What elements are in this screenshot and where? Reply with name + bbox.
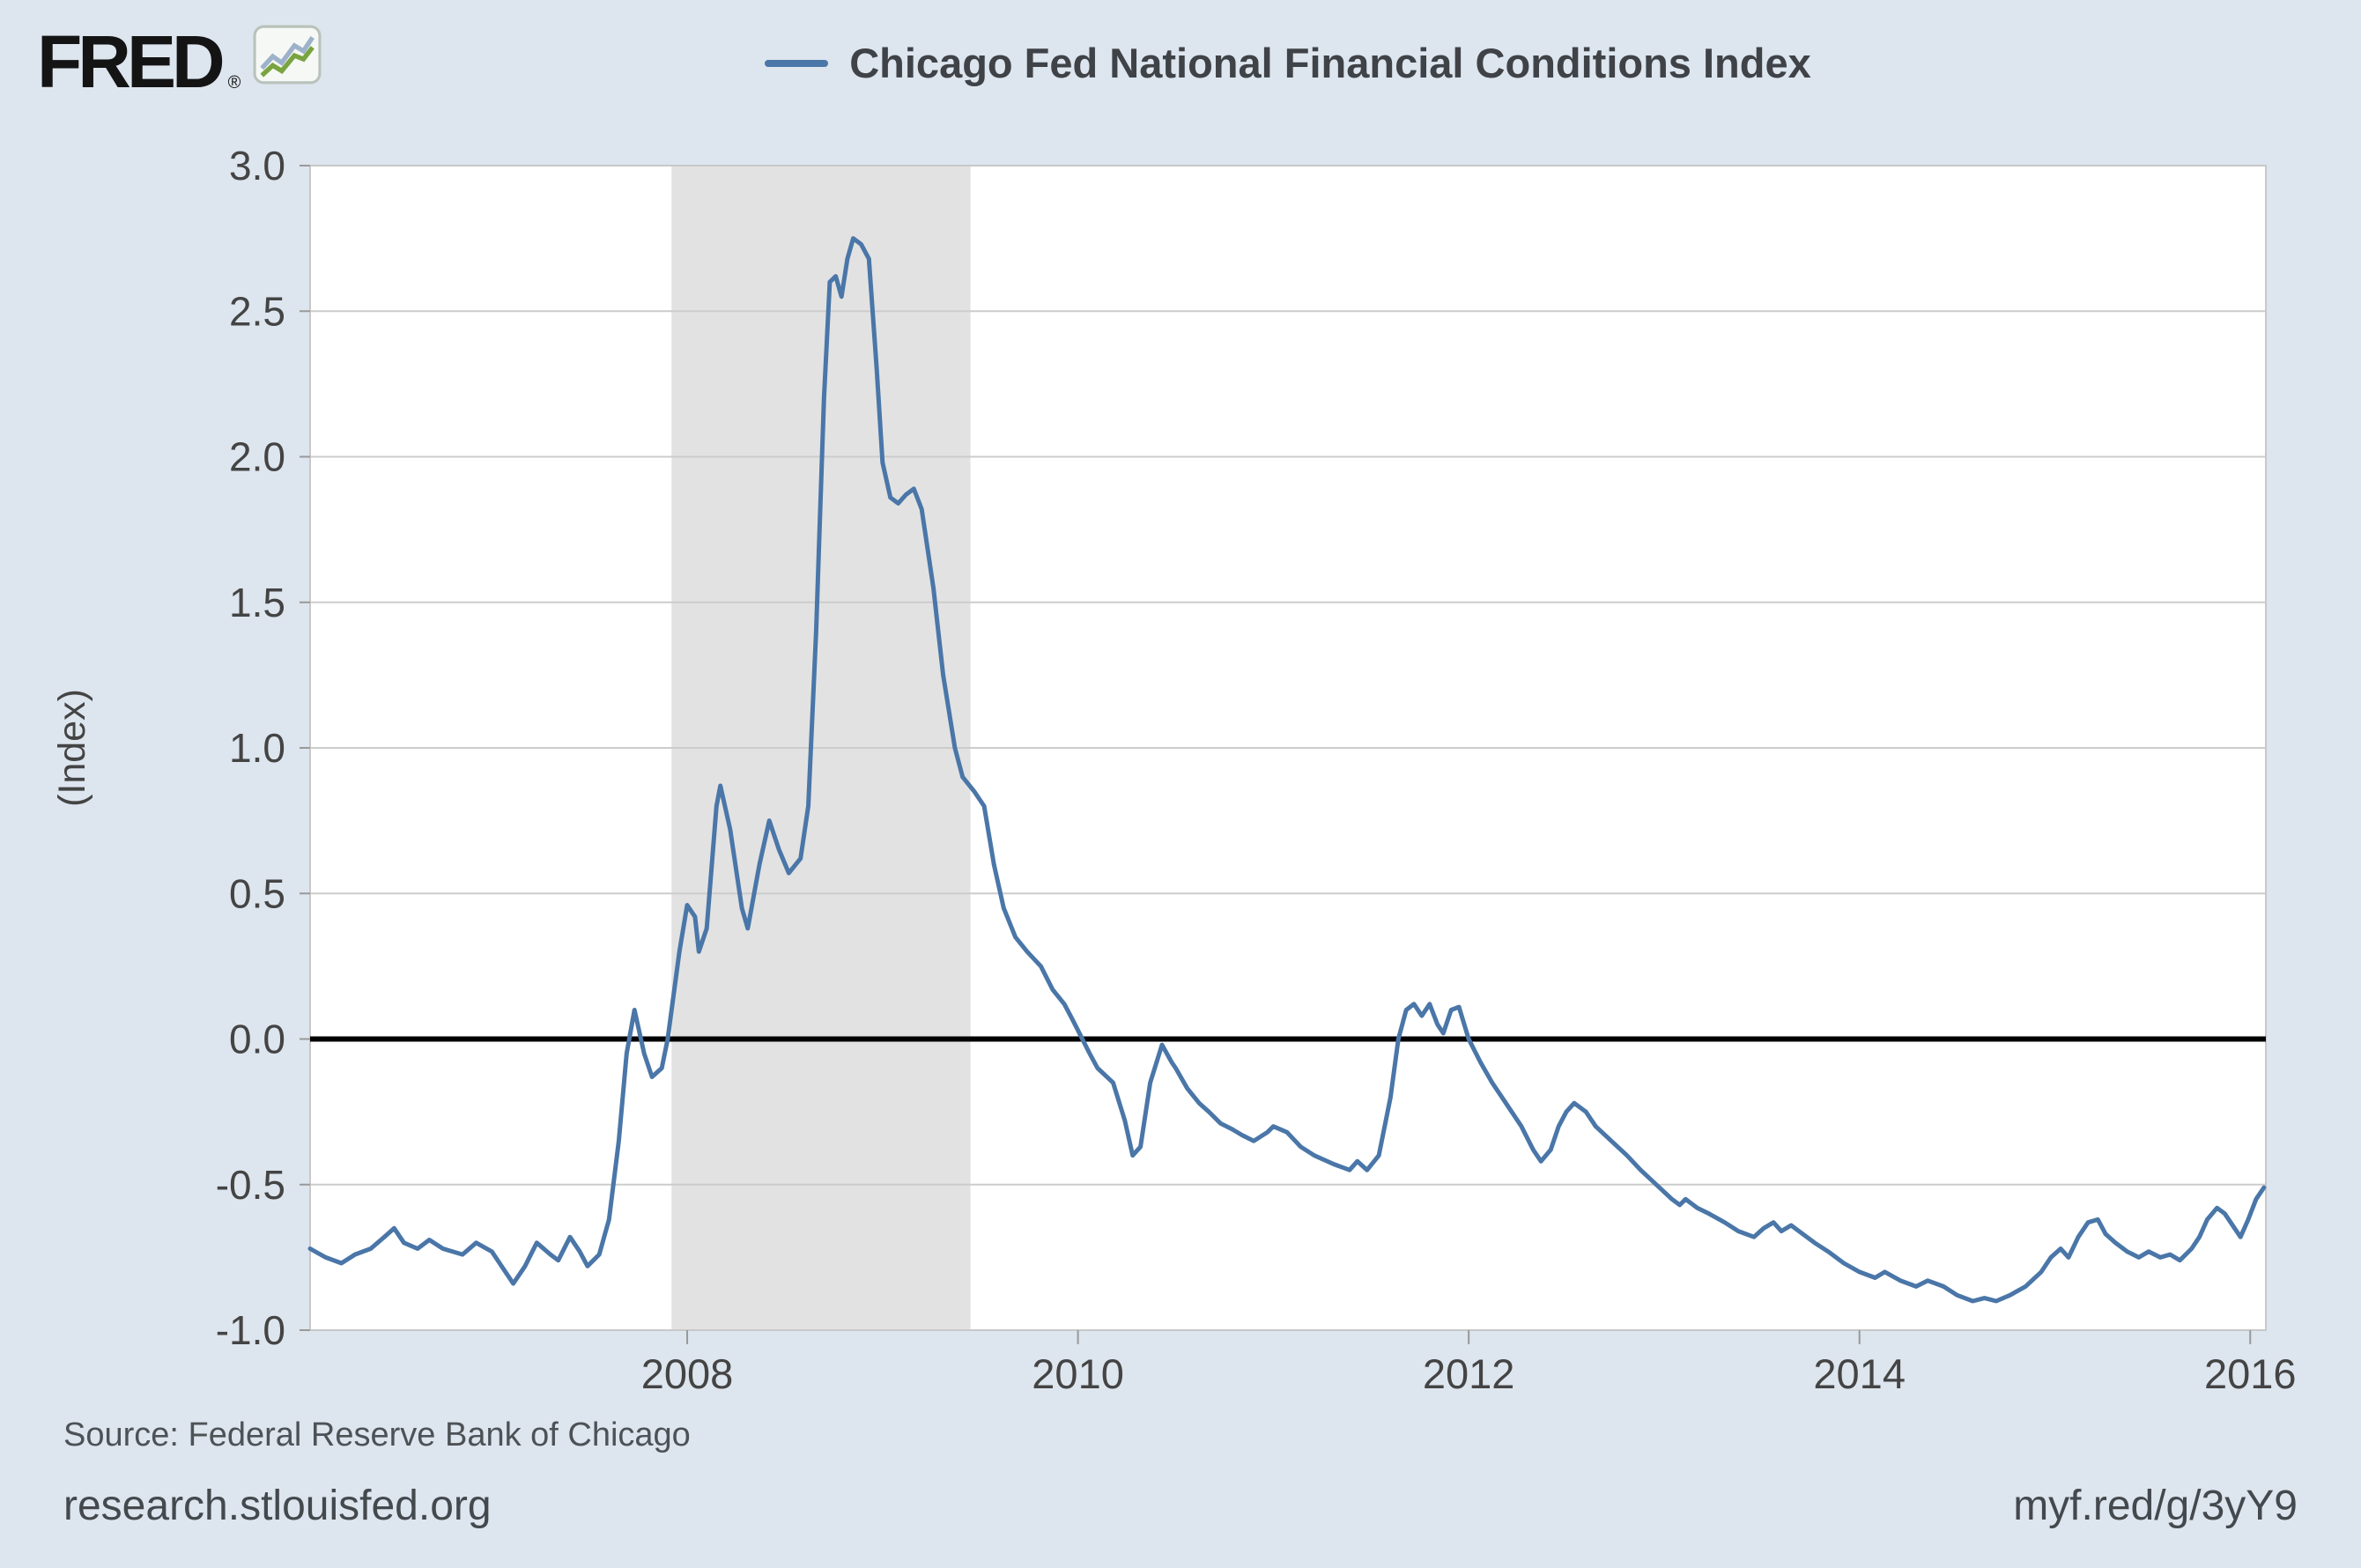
research-stlouisfed-link[interactable]: research.stlouisfed.org — [63, 1483, 492, 1529]
fred-logo[interactable]: FRED ® — [37, 25, 322, 99]
y-tick-label: 1.0 — [229, 725, 285, 771]
registered-trademark-symbol: ® — [227, 73, 241, 92]
x-tick-label: 2010 — [1032, 1350, 1124, 1397]
x-tick-label: 2008 — [641, 1350, 734, 1397]
chart: 3.0 2.5 2.0 1.5 1.0 0.5 0.0 -0.5 -1.0 2008 2010 201… — [51, 143, 2297, 1397]
chart-legend: Chicago Fed National Financial Condition… — [310, 39, 2266, 87]
y-tick-label: -1.0 — [216, 1307, 285, 1353]
legend-series-label: Chicago Fed National Financial Condition… — [849, 40, 1811, 86]
x-tick-label: 2012 — [1423, 1350, 1515, 1397]
series-line — [307, 236, 2267, 1304]
y-tick-label: 3.0 — [229, 143, 285, 189]
y-tick-label: 0.0 — [229, 1017, 285, 1062]
y-tick-label: 0.5 — [229, 870, 285, 916]
y-tick-label: 2.0 — [229, 434, 285, 480]
x-tick-label: 2016 — [2204, 1350, 2297, 1397]
fred-logo-chart-icon — [253, 25, 322, 85]
fred-logo-text: FRED — [37, 20, 226, 103]
y-tick-label: 1.5 — [229, 580, 285, 625]
y-tick-label: 2.5 — [229, 288, 285, 334]
short-url-link[interactable]: myf.red/g/3yY9 — [2013, 1483, 2298, 1529]
y-axis-title: (Index) — [51, 689, 93, 807]
source-note: Source: Federal Reserve Bank of Chicago — [63, 1416, 691, 1453]
legend-line-swatch — [765, 59, 829, 67]
y-tick-label: -0.5 — [216, 1162, 285, 1208]
x-tick-label: 2014 — [1813, 1350, 1906, 1397]
